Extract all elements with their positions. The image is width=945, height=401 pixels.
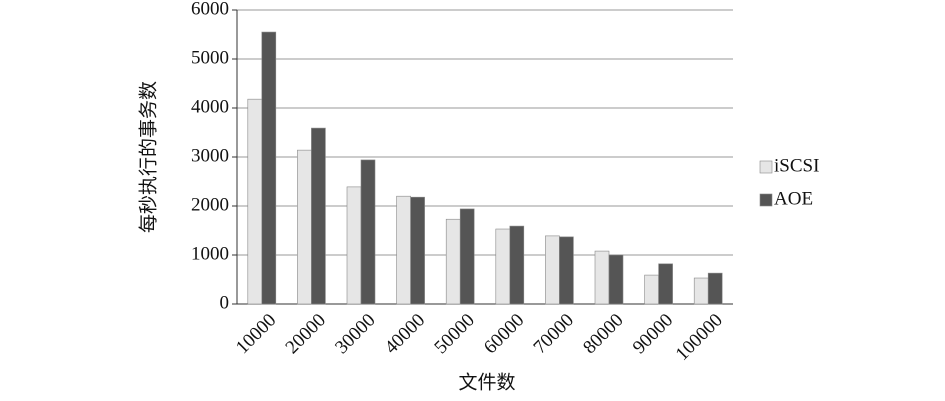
x-tick-label: 100000 bbox=[672, 310, 727, 365]
legend-label: iSCSI bbox=[774, 155, 819, 176]
x-tick-label: 40000 bbox=[381, 310, 429, 358]
x-tick-label: 50000 bbox=[430, 310, 478, 358]
bar bbox=[445, 218, 461, 305]
bar bbox=[509, 225, 525, 305]
y-tick-label: 2000 bbox=[191, 194, 229, 215]
x-tick-label: 70000 bbox=[530, 310, 578, 358]
bar bbox=[693, 277, 709, 305]
x-tick-label: 90000 bbox=[629, 310, 677, 358]
y-tick-label: 3000 bbox=[191, 145, 229, 166]
legend-swatch bbox=[759, 160, 773, 174]
bar bbox=[658, 263, 673, 305]
bar bbox=[495, 228, 511, 305]
y-tick-label: 5000 bbox=[191, 47, 229, 68]
bar bbox=[396, 195, 411, 305]
bar bbox=[545, 235, 560, 305]
bar bbox=[346, 186, 362, 305]
y-tick-label: 1000 bbox=[191, 243, 229, 264]
bar bbox=[360, 159, 376, 305]
bar bbox=[297, 149, 312, 305]
x-tick-label: 60000 bbox=[480, 310, 528, 358]
y-tick-label: 0 bbox=[220, 292, 230, 313]
y-tick-label: 4000 bbox=[191, 96, 229, 117]
legend-label: AOE bbox=[774, 188, 813, 209]
bar bbox=[410, 196, 425, 305]
bar bbox=[247, 98, 263, 305]
bar bbox=[594, 250, 610, 305]
legend-swatch bbox=[759, 193, 773, 207]
bar bbox=[261, 31, 277, 305]
bar bbox=[644, 274, 659, 305]
bar bbox=[459, 208, 475, 305]
bar bbox=[559, 236, 574, 305]
x-tick-label: 10000 bbox=[232, 310, 280, 358]
y-tick-label: 6000 bbox=[191, 0, 229, 19]
x-axis-label: 文件数 bbox=[458, 371, 515, 393]
x-tick-label: 20000 bbox=[282, 310, 330, 358]
bar bbox=[608, 254, 624, 305]
bar bbox=[707, 272, 723, 305]
bar bbox=[311, 127, 326, 305]
x-tick-label: 30000 bbox=[331, 310, 379, 358]
x-tick-label: 80000 bbox=[579, 310, 627, 358]
y-axis-label: 每秒执行的事务数 bbox=[137, 81, 159, 233]
